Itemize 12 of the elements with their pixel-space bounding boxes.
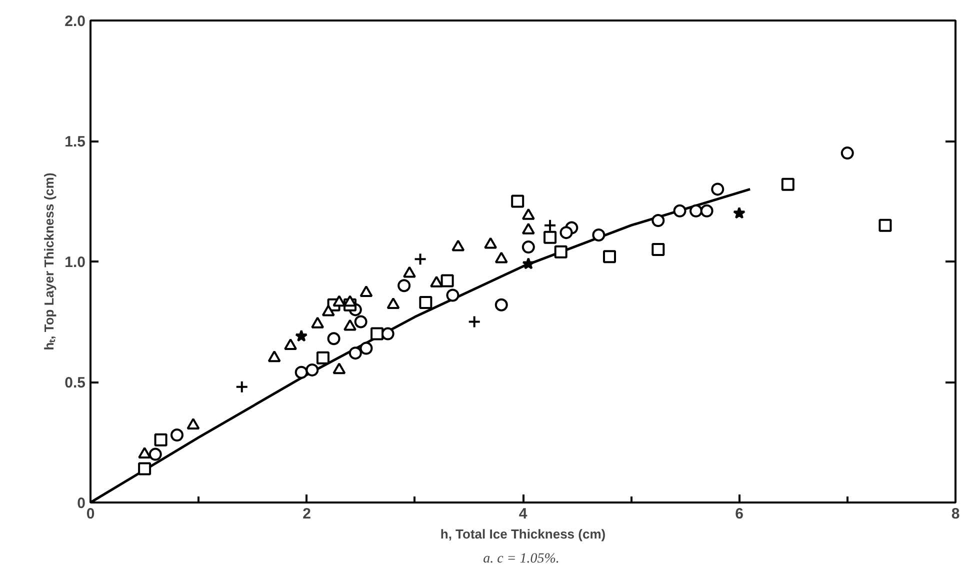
y-tick-label: 0: [77, 495, 86, 512]
y-axis-title: hₜ, Top Layer Thickness (cm): [42, 172, 57, 350]
x-tick-label: 8: [951, 506, 960, 522]
text: a. c = 1.05%.: [483, 552, 560, 566]
y-tick-label: 2.0: [64, 13, 86, 30]
x-tick-label: 6: [735, 506, 744, 522]
x-tick-label: 2: [302, 506, 311, 522]
y-tick-label: 1.5: [64, 134, 86, 150]
x-axis-title: h, Total Ice Thickness (cm): [440, 526, 606, 542]
x-tick-label: 4: [518, 506, 528, 522]
y-tick-label: 0.5: [64, 374, 86, 392]
y-tick-label: 1.0: [64, 254, 86, 271]
